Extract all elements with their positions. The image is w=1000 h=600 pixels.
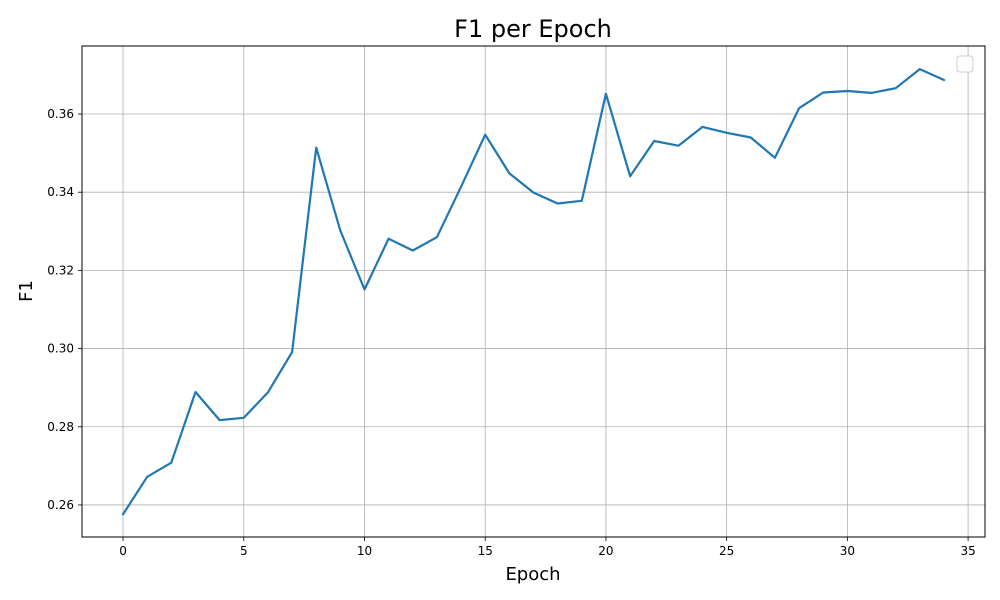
- y-tick-label: 0.36: [47, 107, 74, 121]
- x-tick-label: 0: [119, 544, 127, 558]
- grid-lines: [82, 46, 985, 537]
- x-tick-label: 20: [598, 544, 613, 558]
- y-tick-label: 0.32: [47, 263, 74, 277]
- series-layer: [121, 67, 946, 516]
- x-tick-label: 5: [240, 544, 248, 558]
- x-axis-label: Epoch: [505, 564, 560, 585]
- x-axis-ticks: 0 5 10 15 20 25 30 35: [119, 537, 976, 558]
- y-axis-label: F1: [16, 280, 37, 302]
- y-tick-label: 0.30: [47, 342, 74, 356]
- x-tick-label: 10: [357, 544, 372, 558]
- y-tick-label: 0.26: [47, 498, 74, 512]
- x-tick-label: 35: [960, 544, 975, 558]
- x-tick-label: 15: [478, 544, 493, 558]
- y-tick-label: 0.28: [47, 420, 74, 434]
- legend-box: [956, 55, 974, 73]
- y-axis-ticks: 0.26 0.28 0.30 0.32 0.34 0.36: [47, 107, 82, 512]
- x-tick-label: 25: [719, 544, 734, 558]
- chart-title: F1 per Epoch: [454, 15, 612, 43]
- plot-frame: [81, 45, 986, 538]
- f1-series-line: [121, 67, 946, 516]
- y-tick-label: 0.34: [47, 185, 74, 199]
- x-tick-label: 30: [840, 544, 855, 558]
